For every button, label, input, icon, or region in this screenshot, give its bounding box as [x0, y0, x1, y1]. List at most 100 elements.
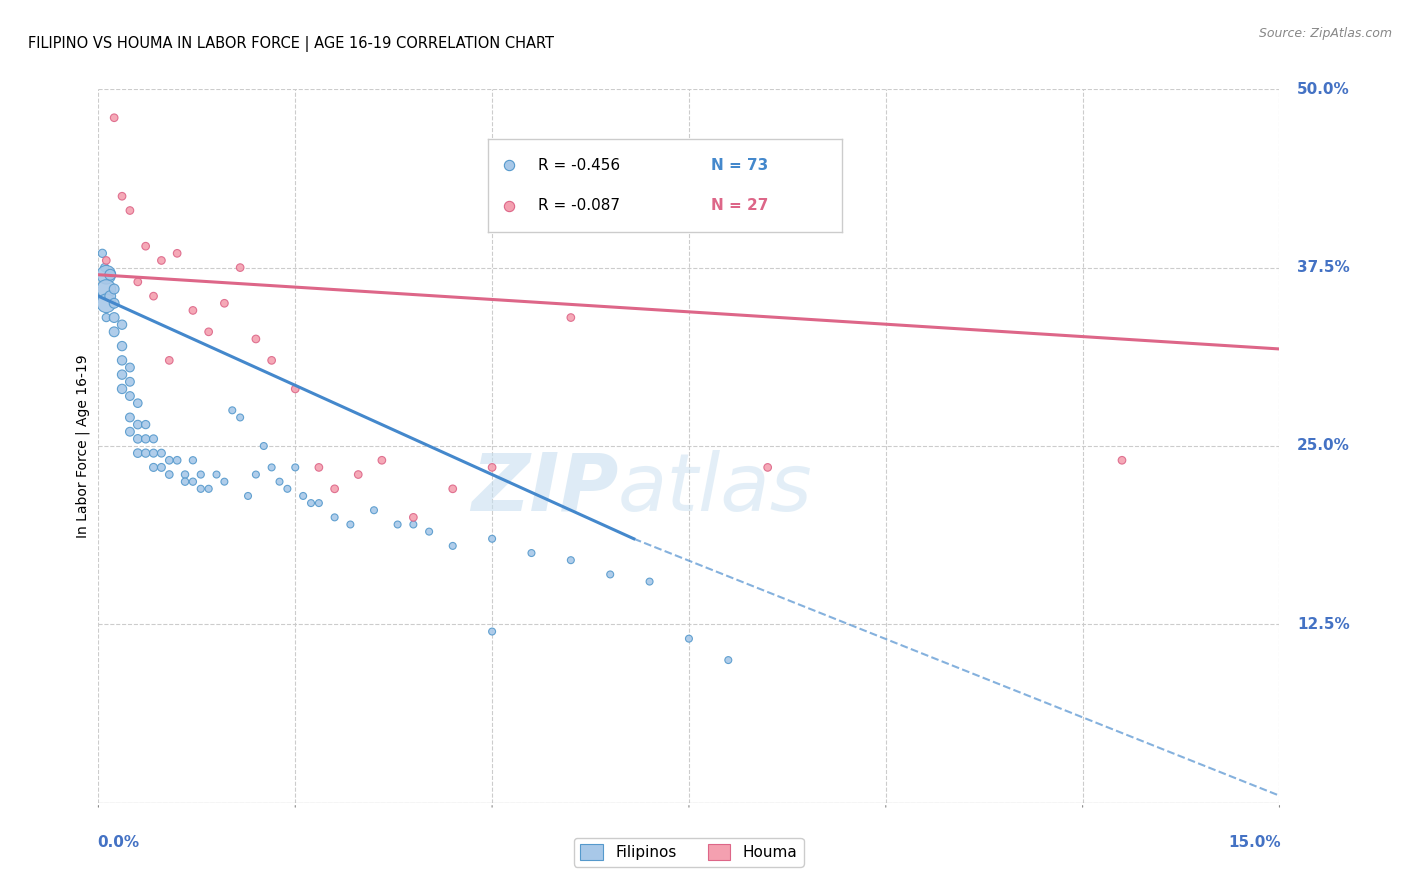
Point	[127, 432, 149, 446]
Point	[127, 417, 149, 432]
Point	[118, 203, 141, 218]
Point	[96, 253, 118, 268]
Point	[402, 510, 425, 524]
Point	[339, 517, 361, 532]
Point	[118, 360, 141, 375]
Point	[166, 453, 188, 467]
Text: atlas: atlas	[619, 450, 813, 528]
Point	[111, 189, 134, 203]
Point	[284, 382, 307, 396]
Point	[118, 389, 141, 403]
Point	[174, 467, 197, 482]
Point	[111, 382, 134, 396]
Point	[111, 318, 134, 332]
Point	[174, 475, 197, 489]
Point	[441, 482, 464, 496]
Point	[135, 446, 157, 460]
Text: 15.0%: 15.0%	[1227, 835, 1281, 850]
Point	[387, 517, 409, 532]
Point	[308, 496, 330, 510]
Point	[260, 353, 283, 368]
Y-axis label: In Labor Force | Age 16-19: In Labor Force | Age 16-19	[76, 354, 90, 538]
Point	[111, 353, 134, 368]
Point	[1111, 453, 1133, 467]
Point	[190, 482, 212, 496]
Point	[276, 482, 298, 496]
Point	[481, 460, 503, 475]
Point	[142, 460, 165, 475]
Text: N = 27: N = 27	[711, 198, 769, 213]
Point	[197, 482, 219, 496]
Point	[308, 460, 330, 475]
Point	[127, 396, 149, 410]
Point	[197, 325, 219, 339]
Point	[118, 375, 141, 389]
Point	[150, 446, 173, 460]
Point	[498, 199, 520, 213]
Point	[98, 289, 121, 303]
Point	[111, 368, 134, 382]
Text: FILIPINO VS HOUMA IN LABOR FORCE | AGE 16-19 CORRELATION CHART: FILIPINO VS HOUMA IN LABOR FORCE | AGE 1…	[28, 36, 554, 52]
Point	[98, 268, 121, 282]
Point	[157, 453, 180, 467]
Point	[323, 510, 346, 524]
Point	[111, 339, 134, 353]
Point	[284, 460, 307, 475]
Point	[96, 296, 118, 310]
Point	[560, 553, 582, 567]
Point	[560, 310, 582, 325]
Text: 25.0%: 25.0%	[1298, 439, 1350, 453]
Point	[103, 310, 125, 325]
Point	[181, 475, 204, 489]
Text: Source: ZipAtlas.com: Source: ZipAtlas.com	[1258, 27, 1392, 40]
Point	[190, 467, 212, 482]
Point	[118, 410, 141, 425]
Point	[135, 432, 157, 446]
Point	[229, 410, 252, 425]
Point	[103, 296, 125, 310]
Text: 12.5%: 12.5%	[1298, 617, 1350, 632]
Point	[96, 282, 118, 296]
Point	[363, 503, 385, 517]
Text: 37.5%: 37.5%	[1298, 260, 1350, 275]
Point	[142, 446, 165, 460]
Point	[214, 296, 236, 310]
Text: R = -0.087: R = -0.087	[537, 198, 620, 213]
Point	[245, 332, 267, 346]
Point	[418, 524, 440, 539]
Point	[93, 260, 115, 275]
Point	[181, 303, 204, 318]
Point	[717, 653, 740, 667]
Point	[142, 432, 165, 446]
Point	[96, 268, 118, 282]
Point	[481, 624, 503, 639]
Point	[292, 489, 315, 503]
Point	[481, 532, 503, 546]
Point	[103, 325, 125, 339]
Point	[638, 574, 661, 589]
Point	[498, 158, 520, 172]
Text: 50.0%: 50.0%	[1298, 82, 1350, 96]
Point	[678, 632, 700, 646]
Text: N = 73: N = 73	[711, 158, 769, 173]
Point	[135, 239, 157, 253]
Point	[127, 275, 149, 289]
Legend: Filipinos, Houma: Filipinos, Houma	[574, 838, 804, 866]
Point	[127, 446, 149, 460]
Point	[253, 439, 276, 453]
Point	[245, 467, 267, 482]
Text: ZIP: ZIP	[471, 450, 619, 528]
Point	[118, 425, 141, 439]
Point	[96, 310, 118, 325]
Text: 0.0%: 0.0%	[97, 835, 139, 850]
Point	[157, 467, 180, 482]
Point	[236, 489, 259, 503]
Point	[269, 475, 291, 489]
Point	[299, 496, 322, 510]
Point	[347, 467, 370, 482]
Point	[756, 460, 779, 475]
Point	[91, 246, 114, 260]
Point	[150, 253, 173, 268]
Point	[214, 475, 236, 489]
Point	[157, 353, 180, 368]
